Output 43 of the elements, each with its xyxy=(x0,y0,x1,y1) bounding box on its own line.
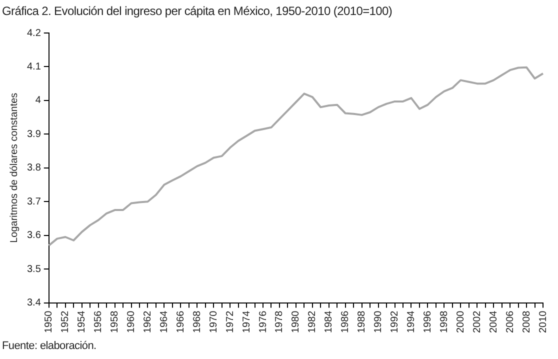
y-axis-title: Logaritmos de dólares constantes xyxy=(8,92,20,243)
x-tick-label: 1968 xyxy=(192,310,203,334)
y-tick-label: 4 xyxy=(35,95,42,106)
x-tick-label: 1964 xyxy=(158,310,170,334)
x-tick-label: 1960 xyxy=(126,310,137,334)
x-tick-label: 1992 xyxy=(390,310,401,334)
x-tick-label: 1998 xyxy=(438,310,450,334)
x-tick-label: 1954 xyxy=(76,310,88,334)
y-tick-label: 3.9 xyxy=(26,128,42,140)
y-tick-label: 3.6 xyxy=(26,230,42,242)
x-tick-label: 2010 xyxy=(538,310,549,334)
x-tick-label: 1978 xyxy=(274,310,286,334)
y-tick-label: 3.4 xyxy=(26,298,42,309)
x-tick-label: 1986 xyxy=(340,310,352,334)
x-tick-label: 1996 xyxy=(422,310,434,334)
x-tick-label: 1974 xyxy=(241,310,252,334)
x-tick-label: 2000 xyxy=(455,310,466,334)
x-tick-label: 1980 xyxy=(290,310,302,334)
x-tick-label: 1990 xyxy=(373,310,384,334)
x-tick-label: 2006 xyxy=(504,310,516,334)
x-tick-label: 1982 xyxy=(307,310,318,334)
x-tick-label: 1966 xyxy=(175,310,186,334)
x-tick-label: 1970 xyxy=(208,310,220,334)
x-tick-label: 1950 xyxy=(44,310,55,334)
y-tick-label: 4.2 xyxy=(26,28,42,39)
y-tick-label: 3.5 xyxy=(26,264,42,275)
y-tick-label: 3.8 xyxy=(26,162,42,174)
y-tick-label: 3.7 xyxy=(26,196,42,208)
y-tick-label: 4.1 xyxy=(26,61,42,72)
x-tick-label: 1958 xyxy=(110,310,121,334)
chart-title: Gráfica 2. Evolución del ingreso per cápita en México, 1950-2010 (2010=100) xyxy=(2,4,392,18)
x-tick-label: 1994 xyxy=(406,310,417,334)
x-tick-label: 1956 xyxy=(93,310,104,334)
x-tick-label: 1952 xyxy=(60,310,72,334)
x-tick-label: 1976 xyxy=(258,310,269,334)
x-tick-label: 2008 xyxy=(521,310,532,334)
x-tick-label: 2004 xyxy=(488,310,500,334)
x-tick-label: 2002 xyxy=(472,310,483,334)
x-tick-label: 1962 xyxy=(142,310,154,334)
x-tick-label: 1984 xyxy=(324,310,335,334)
x-tick-label: 1972 xyxy=(224,310,236,334)
x-tick-label: 1988 xyxy=(356,310,368,334)
source-note: Fuente: elaboración. xyxy=(2,340,96,352)
